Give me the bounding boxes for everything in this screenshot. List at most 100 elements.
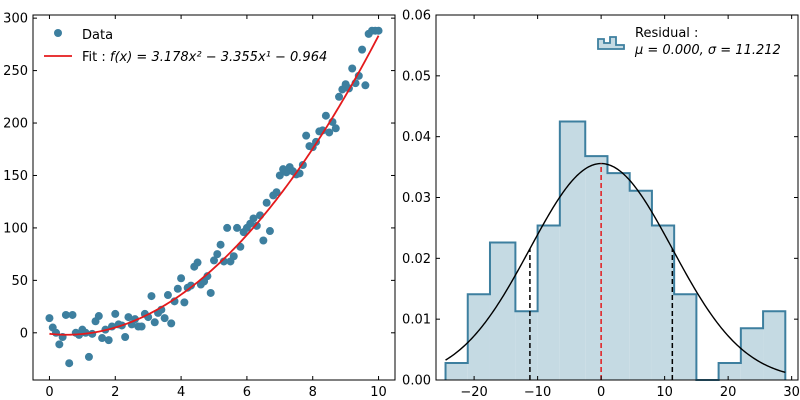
data-point <box>348 64 357 73</box>
x-tick-label: 30 <box>783 385 800 400</box>
data-point <box>259 236 268 245</box>
x-tick-label: −10 <box>524 385 551 400</box>
data-point <box>193 258 202 267</box>
data-point <box>94 312 103 321</box>
histogram-bar <box>537 225 560 380</box>
histogram-outline <box>444 120 787 381</box>
data-point <box>354 71 363 80</box>
data-point <box>302 131 311 140</box>
data-point <box>173 284 182 293</box>
y-tick-label: 300 <box>3 12 28 27</box>
data-point <box>275 171 284 180</box>
x-tick-label: 2 <box>111 385 119 400</box>
y-tick-label: 100 <box>3 221 28 236</box>
y-tick-label: 0 <box>20 326 28 341</box>
data-point <box>163 291 172 300</box>
data-point <box>249 214 258 223</box>
x-tick-label: 4 <box>177 385 185 400</box>
data-point <box>223 223 232 232</box>
data-point <box>186 281 195 290</box>
data-point <box>229 252 238 261</box>
histogram-bar <box>718 362 741 380</box>
data-point <box>361 81 370 90</box>
data-point <box>84 352 93 361</box>
data-point <box>137 322 146 331</box>
data-point <box>265 227 274 236</box>
histogram-bar <box>467 294 490 380</box>
histogram-bar <box>763 311 786 380</box>
histogram-bar <box>585 156 608 380</box>
data-point <box>52 328 61 337</box>
data-point <box>124 313 133 322</box>
fit-line <box>49 35 380 336</box>
y-tick-label: 200 <box>3 117 28 132</box>
legend-residual-stats: μ = 0.000, σ = 11.212 <box>634 43 781 58</box>
histogram-bar <box>559 121 586 381</box>
y-tick-label: 0.01 <box>402 313 431 328</box>
histogram-bar <box>740 328 764 380</box>
legend-residual-label: Residual : <box>635 26 698 41</box>
data-point <box>213 250 222 259</box>
x-tick-label: 10 <box>656 385 673 400</box>
y-tick-label: 0.06 <box>402 9 431 24</box>
data-point <box>55 340 64 349</box>
data-point <box>61 310 70 319</box>
histogram-bar <box>515 311 538 380</box>
data-point <box>167 319 176 328</box>
legend-fit-label: Fit : f(x) = 3.178x² − 3.355x¹ − 0.964 <box>82 50 327 65</box>
data-point <box>374 26 383 35</box>
x-tick-label: 6 <box>243 385 251 400</box>
data-point <box>150 318 159 327</box>
data-point <box>325 128 334 137</box>
data-point <box>272 188 281 197</box>
y-tick-label: 0.02 <box>402 252 431 267</box>
data-point <box>210 256 218 265</box>
right-chart-residual-histogram: −20 −10 0 10 20 30 0.00 0.01 0.02 0.03 0.04 0.05 0.0… <box>402 9 800 400</box>
data-point <box>104 336 113 345</box>
histogram-bar <box>674 294 697 380</box>
x-tick-label: 0 <box>45 385 53 400</box>
data-point <box>111 309 120 318</box>
histogram-bar <box>489 242 516 380</box>
data-point <box>121 333 130 341</box>
data-point <box>147 292 156 301</box>
data-point <box>358 45 367 54</box>
data-point <box>45 314 54 323</box>
y-tick-label: 0.00 <box>402 374 431 389</box>
data-point <box>98 334 107 343</box>
data-point <box>331 124 340 133</box>
data-point <box>177 274 186 283</box>
data-point <box>203 272 212 281</box>
data-point <box>216 240 225 249</box>
y-tick-label: 50 <box>11 274 28 289</box>
x-tick-label: 8 <box>309 385 317 400</box>
data-point <box>252 221 261 230</box>
data-point <box>219 257 228 266</box>
data-point <box>160 314 169 323</box>
histogram-bar <box>445 362 468 380</box>
data-point <box>65 359 74 368</box>
left-legend: Data Fit : f(x) = 3.178x² − 3.355x¹ − 0.9… <box>44 28 327 65</box>
histogram-bar <box>651 225 675 380</box>
histogram-bar <box>629 190 652 380</box>
y-tick-label: 0.03 <box>402 191 431 206</box>
x-tick-label: −20 <box>460 385 487 400</box>
data-point <box>68 310 77 319</box>
x-tick-label: 0 <box>597 385 605 400</box>
data-point <box>262 198 271 207</box>
data-point <box>206 288 215 297</box>
y-tick-label: 0.04 <box>402 130 431 145</box>
y-tick-label: 250 <box>3 64 28 79</box>
x-tick-label: 10 <box>370 385 387 400</box>
data-point <box>318 126 327 135</box>
data-point <box>233 223 242 232</box>
legend-data-marker <box>54 29 62 37</box>
x-tick-label: 20 <box>720 385 737 400</box>
legend-data-label: Data <box>82 28 113 43</box>
histogram-bar <box>607 173 630 380</box>
y-tick-label: 150 <box>3 169 28 184</box>
y-tick-label: 0.05 <box>402 69 431 84</box>
legend-histogram-icon <box>597 36 625 50</box>
